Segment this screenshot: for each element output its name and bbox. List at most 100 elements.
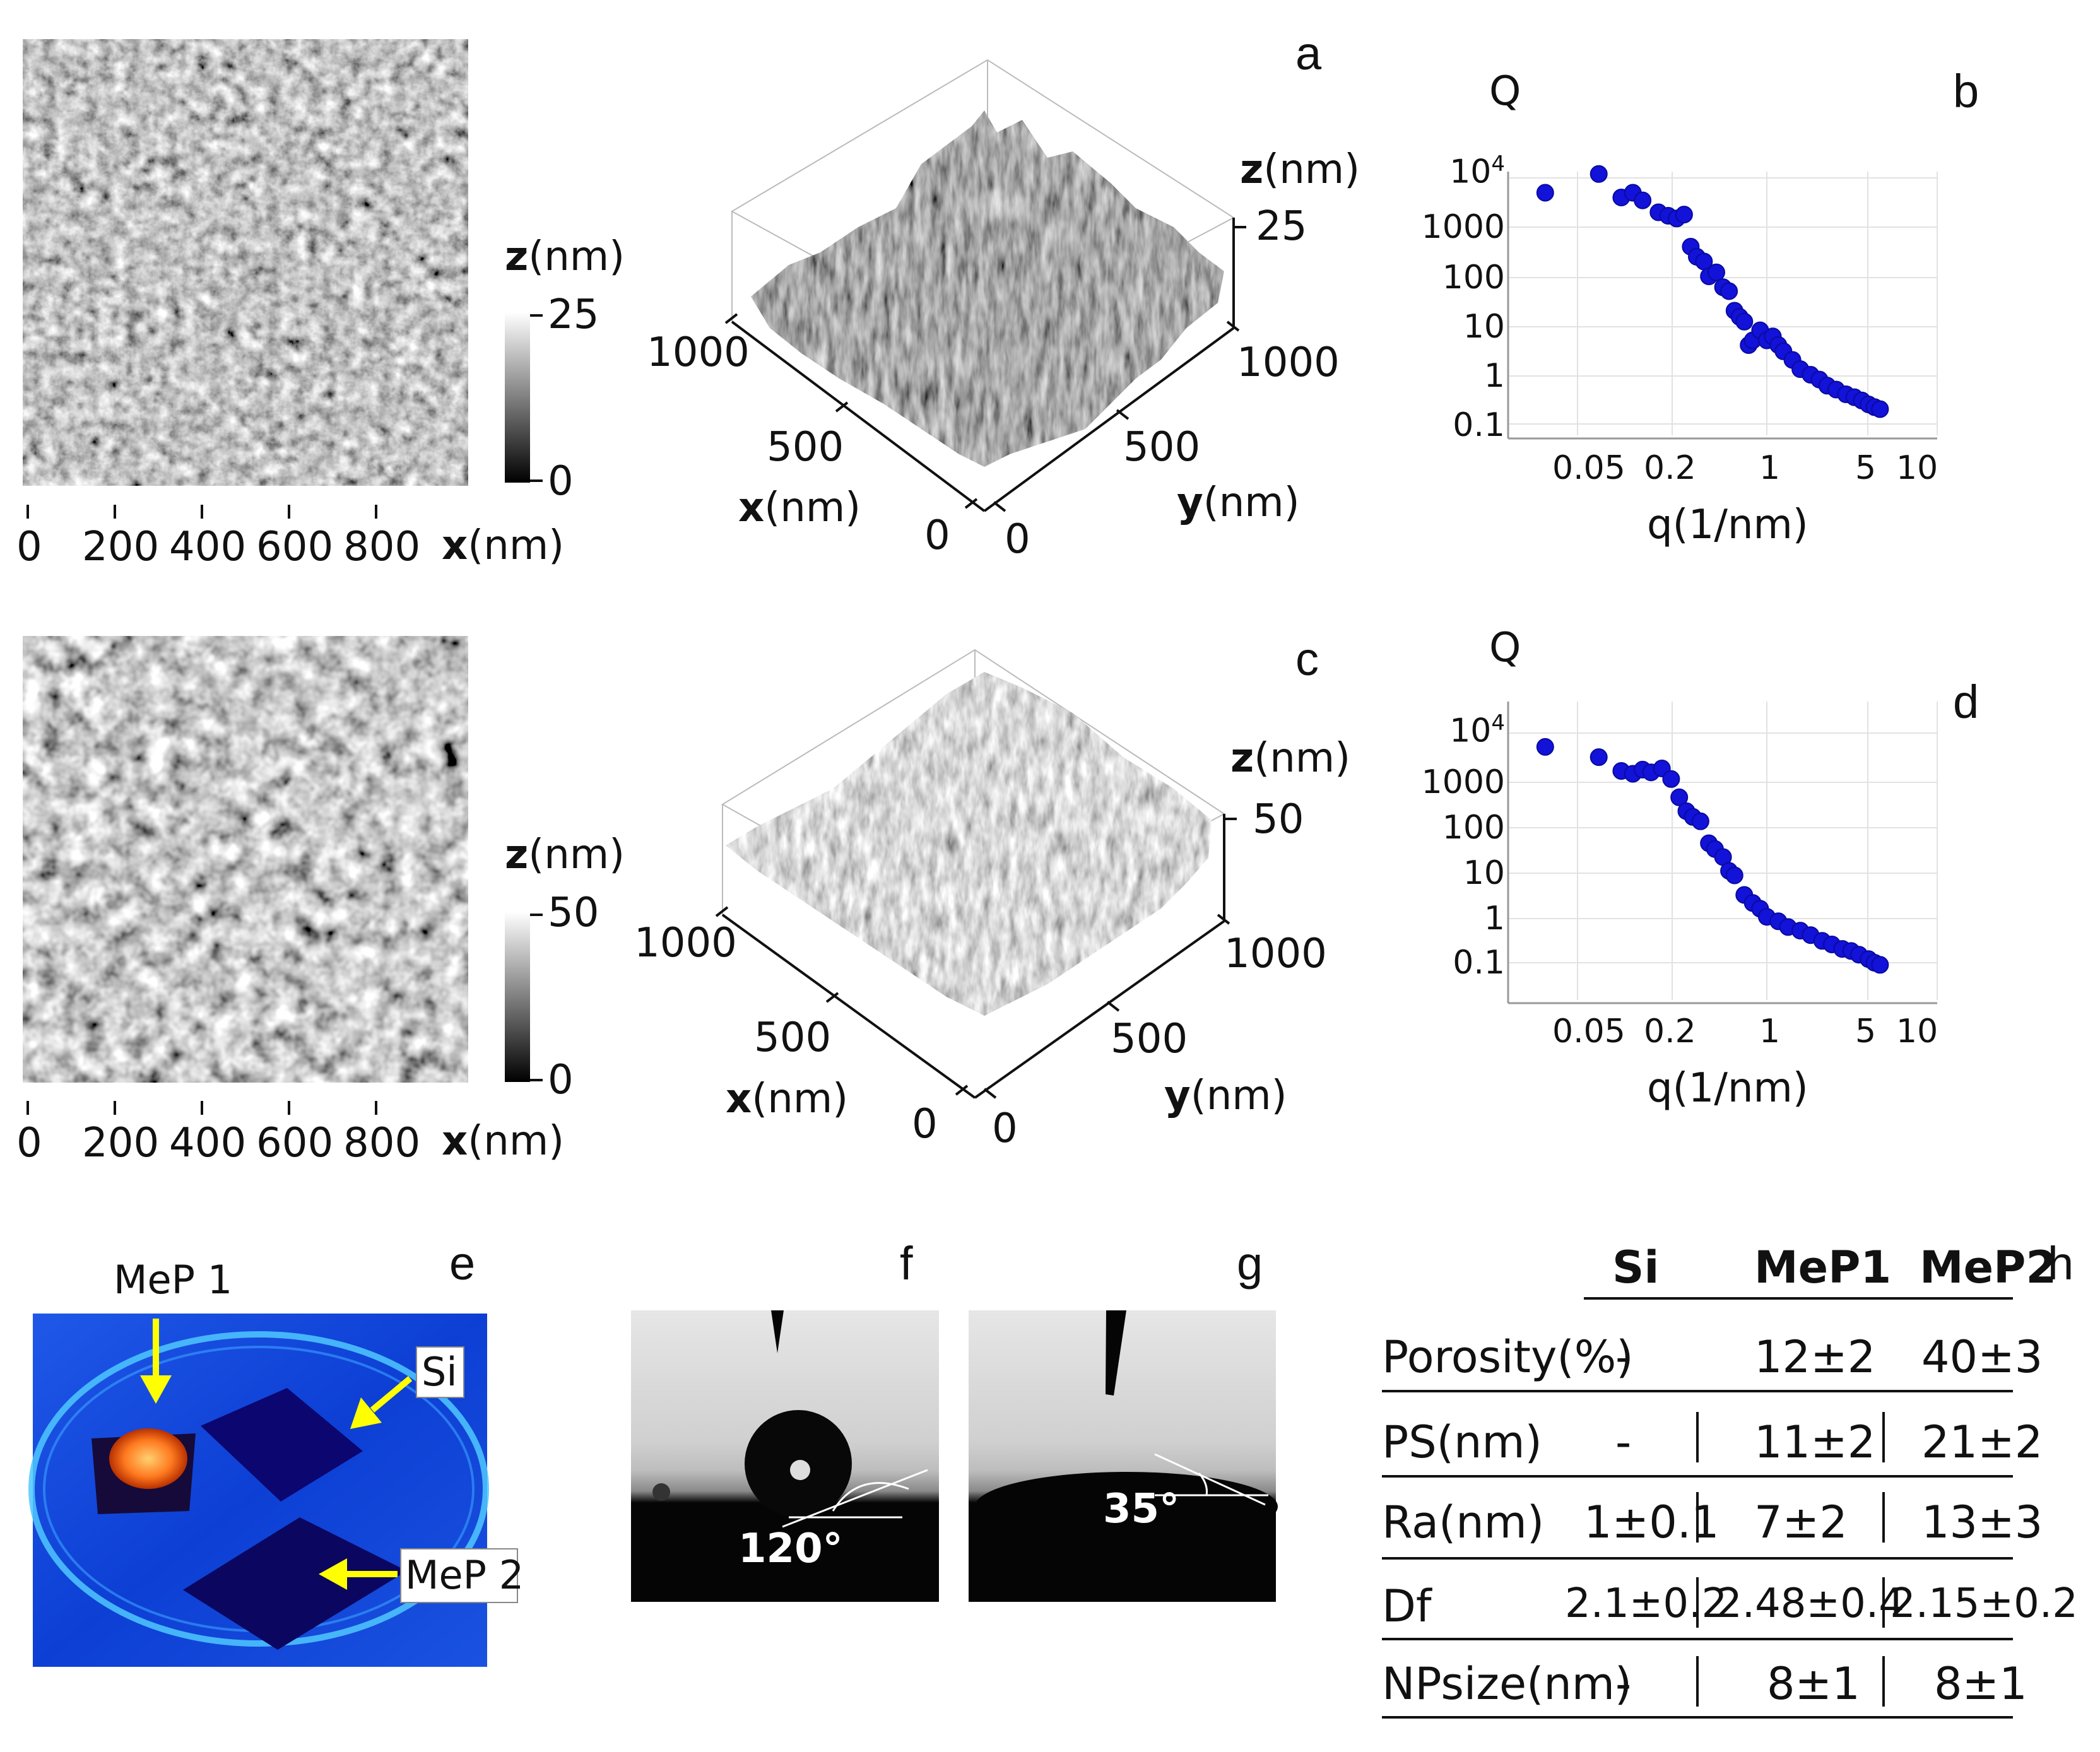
contact-angle-g-value: 35° xyxy=(1103,1486,1180,1532)
contact-angle-image-g xyxy=(969,1310,1278,1602)
table-cell: 2.48±0.4 xyxy=(1716,1580,1904,1627)
scatter-plot-d xyxy=(1507,702,1938,1004)
afm-top-z-max: 25 xyxy=(548,291,599,338)
surf-top-z-max: 25 xyxy=(1256,203,1307,250)
data-point xyxy=(1691,812,1709,830)
surf-bottom-x-tick-0: 0 xyxy=(912,1101,938,1148)
plot-d-ytick-1e4: 104 xyxy=(1449,710,1505,750)
afm-bottom-z-max: 50 xyxy=(548,890,599,936)
panel-label-d: d xyxy=(1953,676,1979,728)
surf-bottom-y-tick-0: 0 xyxy=(992,1105,1018,1152)
plot-d-y-ticks: 104 1000 100 10 1 0.1 xyxy=(1421,710,1505,982)
data-point xyxy=(1536,738,1554,756)
table-row-label: Df xyxy=(1382,1580,1432,1632)
surf-top-x-tick-0: 0 xyxy=(924,512,950,559)
data-point xyxy=(1720,282,1738,300)
panel-label-a: a xyxy=(1295,27,1322,79)
photo-label-si: Si xyxy=(422,1349,457,1395)
table-cell: 2.1±0.2 xyxy=(1565,1580,1728,1627)
scatter-plot-b xyxy=(1507,165,1938,440)
afm-top-x-axis-label: x(nm) xyxy=(442,522,565,569)
colorbar-bottom xyxy=(505,912,530,1082)
table-cell: 21±2 xyxy=(1921,1416,2043,1468)
surf-bottom-y-tick-500: 500 xyxy=(1111,1016,1188,1062)
table-row-label: PS(nm) xyxy=(1382,1416,1542,1468)
table-header-mep2: MeP2 xyxy=(1920,1242,2057,1293)
table-row-label: Ra(nm) xyxy=(1382,1496,1545,1548)
afm-top-z-label: z(nm) xyxy=(505,233,625,280)
plot-d-x-axis-label: q(1/nm) xyxy=(1647,1065,1808,1112)
data-point xyxy=(1590,165,1608,183)
plot-d-x-ticks: 0.05 0.2 1 5 10 xyxy=(1552,1013,1938,1050)
table-header-mep1: MeP1 xyxy=(1754,1242,1892,1293)
surf-bottom-z-label: z(nm) xyxy=(1230,735,1351,782)
afm-bottom-z-min: 0 xyxy=(548,1057,574,1103)
surf-top-y-label: y(nm) xyxy=(1177,479,1300,526)
surf-bottom-y-tick-1000: 1000 xyxy=(1224,931,1327,977)
data-point xyxy=(1871,400,1889,418)
afm-top-z-min: 0 xyxy=(548,458,574,505)
data-point xyxy=(1634,191,1652,209)
data-point xyxy=(1725,866,1743,885)
data-point xyxy=(1675,206,1693,224)
table-cell: - xyxy=(1615,1331,1632,1383)
afm-top-x-ticks: 0 200 400 600 800 xyxy=(16,524,421,570)
surf-bottom-x-tick-500: 500 xyxy=(754,1014,832,1061)
afm-image-top xyxy=(23,39,468,486)
panel-label-h: h xyxy=(2048,1237,2074,1290)
table-cell: 12±2 xyxy=(1754,1331,1876,1383)
plot-d-y-axis-label: Q xyxy=(1489,625,1521,671)
table-row-label: Porosity(%) xyxy=(1382,1331,1634,1383)
data-point xyxy=(1662,770,1680,788)
panel-label-c: c xyxy=(1295,633,1319,685)
plot-b-y-ticks: 104 1000 100 10 1 0.1 xyxy=(1421,151,1505,444)
panel-label-g: g xyxy=(1237,1237,1263,1290)
plot-b-x-axis-label: q(1/nm) xyxy=(1647,502,1808,548)
contact-angle-f-value: 120° xyxy=(738,1526,843,1572)
afm-bottom-x-axis-label: x(nm) xyxy=(442,1118,565,1165)
colorbar-top xyxy=(505,312,530,483)
data-point xyxy=(1590,748,1608,767)
data-point xyxy=(1670,788,1689,806)
panel-label-f: f xyxy=(900,1237,913,1290)
table-header-si: Si xyxy=(1612,1242,1660,1293)
surf-bottom-z-max: 50 xyxy=(1253,796,1304,843)
surf-bottom-x-label: x(nm) xyxy=(726,1076,849,1122)
table-cell: 13±3 xyxy=(1921,1496,2043,1548)
table-cell: 11±2 xyxy=(1754,1416,1876,1468)
afm-image-bottom xyxy=(23,636,468,1083)
surf-bottom-y-label: y(nm) xyxy=(1164,1073,1287,1119)
photo-samples-e xyxy=(28,1314,518,1667)
surf-top-x-tick-1000: 1000 xyxy=(647,329,750,376)
table-cell: 8±1 xyxy=(1934,1658,2027,1710)
data-point xyxy=(1708,263,1725,281)
panel-label-e: e xyxy=(449,1237,476,1290)
afm-bottom-z-label: z(nm) xyxy=(505,832,625,878)
table-cell: 8±1 xyxy=(1767,1658,1860,1710)
table-cell: 1±0.1 xyxy=(1584,1496,1720,1548)
plot-b-ytick-1e4: 104 xyxy=(1449,151,1505,191)
data-point xyxy=(1871,956,1889,974)
data-point xyxy=(1536,184,1554,202)
panel-label-b: b xyxy=(1953,65,1979,117)
table-cell: 2.15±0.2 xyxy=(1890,1580,2078,1627)
table-cell: - xyxy=(1615,1416,1632,1468)
data-point xyxy=(1735,312,1754,331)
table-h-lines xyxy=(1382,1297,2013,1719)
plot-b-y-axis-label: Q xyxy=(1489,68,1521,115)
contact-angle-image-f xyxy=(631,1310,939,1602)
surf-top-x-label: x(nm) xyxy=(738,485,861,531)
surf-top-y-tick-1000: 1000 xyxy=(1237,339,1340,386)
table-cell: 40±3 xyxy=(1921,1331,2043,1383)
surf-top-y-tick-500: 500 xyxy=(1123,424,1201,471)
plot-b-x-ticks: 0.05 0.2 1 5 10 xyxy=(1552,449,1938,487)
photo-label-mep1: MeP 1 xyxy=(114,1257,233,1303)
afm-bottom-x-ticks: 0 200 400 600 800 xyxy=(16,1120,421,1167)
table-cell: - xyxy=(1615,1658,1632,1710)
surf-bottom-x-tick-1000: 1000 xyxy=(634,920,737,967)
table-cell: 7±2 xyxy=(1754,1496,1848,1548)
surf-top-z-label: z(nm) xyxy=(1240,146,1360,193)
photo-label-mep2: MeP 2 xyxy=(405,1552,524,1598)
surf-top-x-tick-500: 500 xyxy=(767,424,844,471)
surf-top-y-tick-0: 0 xyxy=(1005,516,1030,563)
